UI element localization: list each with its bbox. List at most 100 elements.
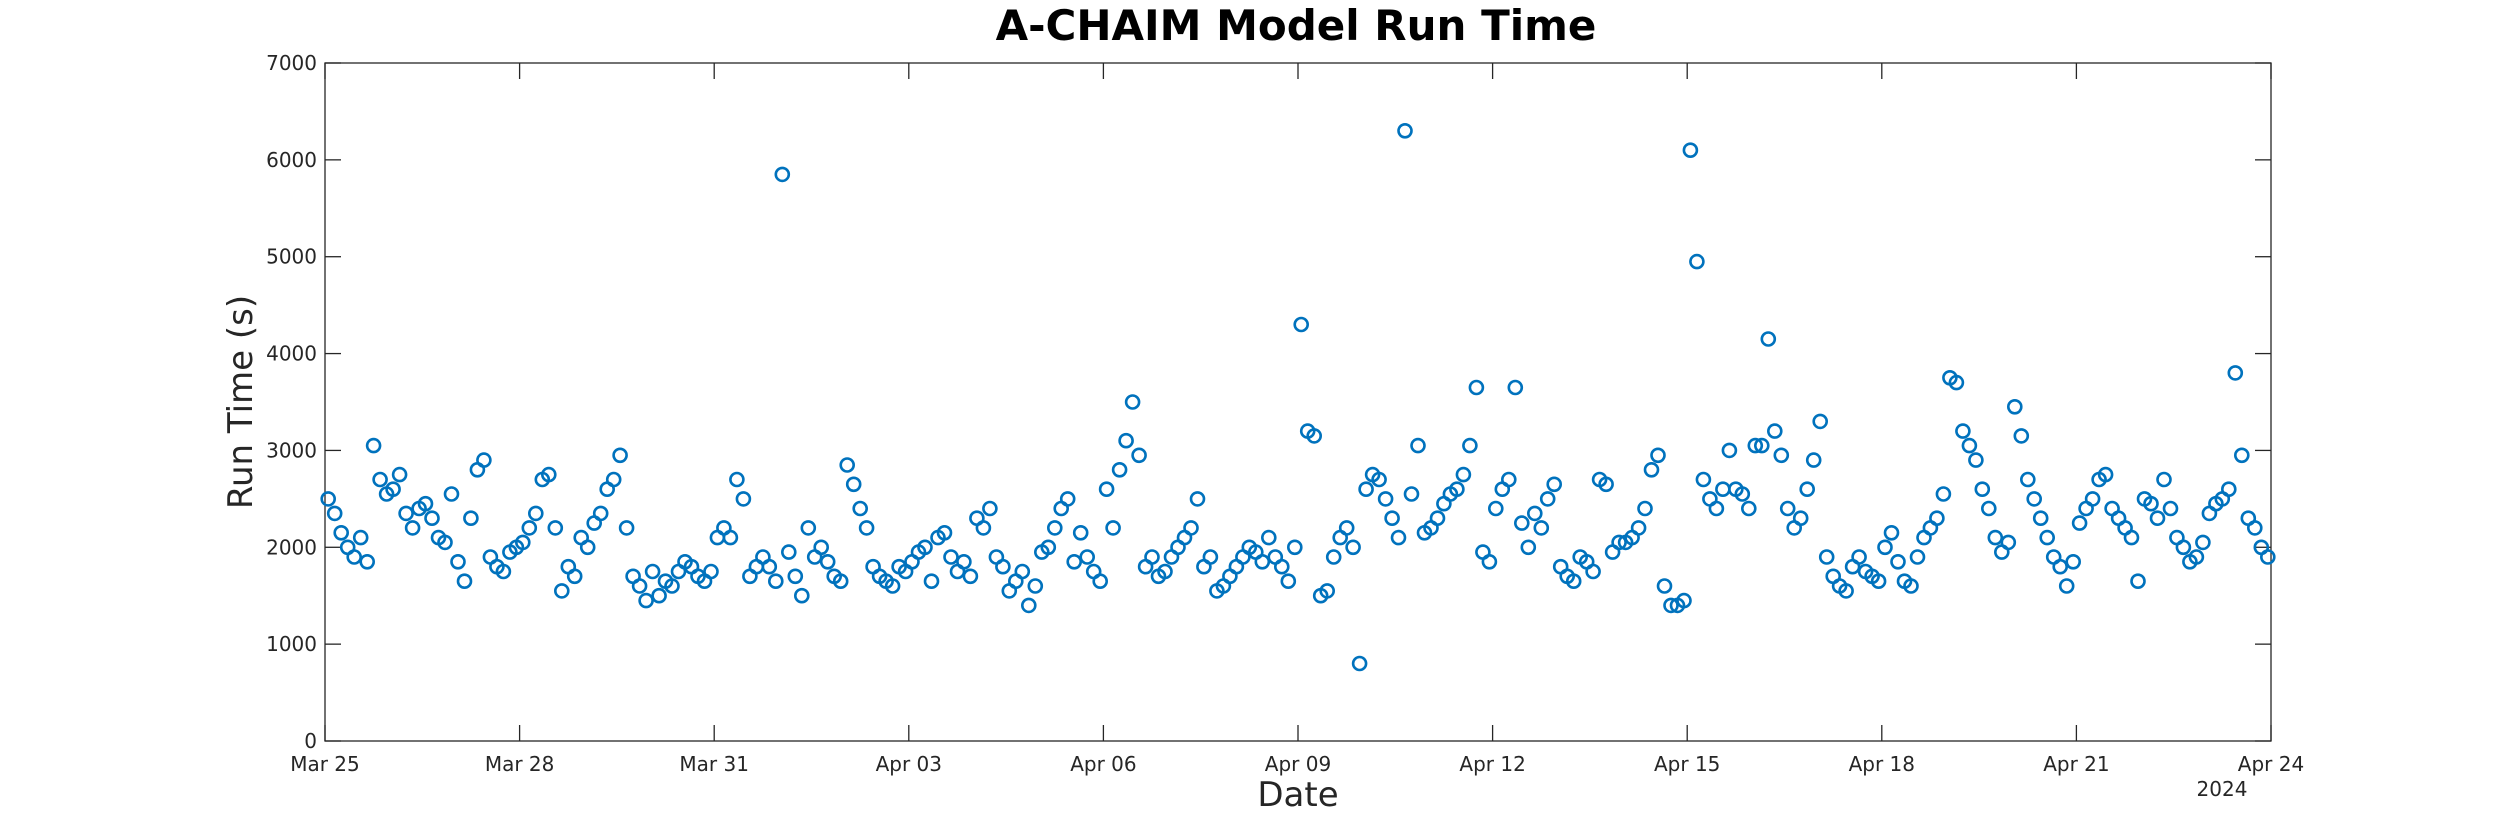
data-point [2123,529,2140,546]
data-point [2065,553,2081,570]
data-point [1403,486,1420,502]
data-point [2013,428,2030,444]
y-tick-label: 1000 [266,632,317,656]
data-point [605,471,622,488]
data-point [385,481,401,498]
data-point [476,452,492,468]
data-point [1455,466,1472,483]
data-point [1254,553,1271,570]
y-tick-label: 6000 [266,148,317,172]
y-tick-label: 4000 [266,342,317,366]
data-point [1338,520,1355,536]
data-point [1929,510,1945,527]
data-point [1449,481,1465,498]
y-tick-label: 0 [304,729,317,753]
data-point [1021,597,1037,614]
data-point [2007,398,2023,415]
data-point [2234,447,2250,464]
data-point [2260,549,2276,565]
y-tick-label: 5000 [266,245,317,269]
data-point [1098,481,1115,498]
data-point [1429,510,1446,527]
data-point [1760,331,1777,347]
data-point [1183,520,1199,536]
data-point [651,587,667,604]
data-point [1877,539,1893,556]
data-point [703,563,719,580]
data-point [1488,500,1504,517]
data-point [917,539,933,556]
data-point [1384,510,1400,527]
x-tick-label: Apr 03 [876,752,942,776]
data-point [1585,563,1601,580]
data-point [1520,539,1537,556]
data-point [1637,500,1653,517]
data-point [2084,491,2101,507]
data-point [527,505,544,522]
data-point [1734,486,1751,502]
data-point [450,553,466,570]
data-point [975,520,992,536]
chart-title: A-CHAIM Model Run Time [996,1,1597,50]
data-point [1124,394,1141,410]
data-point [1747,437,1764,454]
x-tick-label: Apr 24 [2238,752,2304,776]
data-point [2149,510,2166,527]
data-point [1072,524,1089,541]
data-point [2000,534,2017,551]
data-point [1974,481,1991,498]
data-point [1351,655,1368,672]
data-point [1325,549,1342,565]
data-point [1092,573,1108,590]
data-point [1741,500,1757,517]
data-point [553,583,570,599]
year-label: 2024 [2197,777,2248,801]
data-point [514,534,531,551]
data-point [631,578,648,594]
data-point [800,520,817,536]
data-point [962,568,979,585]
data-point [1754,437,1770,454]
data-point [2052,558,2068,575]
x-tick-label: Apr 15 [1654,752,1720,776]
data-point [956,553,972,570]
data-point [2221,481,2237,498]
data-point [936,524,953,541]
data-point [495,563,512,580]
data-point [359,553,376,570]
data-point [1390,529,1407,546]
data-point [1818,549,1835,565]
data-point [592,505,609,522]
data-point [2026,491,2042,507]
data-point [1598,476,1614,493]
data-point [2058,578,2075,594]
data-point [463,510,479,527]
plot-area [324,62,2272,742]
data-point [1812,413,1828,430]
data-point [2162,500,2179,517]
data-point [2032,510,2049,527]
data-point [1650,447,1666,464]
data-point [352,529,369,546]
data-point [1695,471,1712,488]
data-point [1131,447,1147,464]
data-point [1377,491,1394,507]
data-point [1773,447,1790,464]
data-point [1111,461,1128,478]
data-point [1027,578,1044,594]
data-point [391,466,408,483]
data-point [813,539,830,556]
data-point [1105,520,1121,536]
data-point [793,587,810,604]
data-point [2130,573,2146,590]
x-tick-label: Mar 28 [485,752,555,776]
data-point [417,495,434,512]
data-point [1643,461,1660,478]
data-point [2175,539,2192,556]
data-point [1909,549,1926,565]
data-point [1468,379,1485,396]
data-point [1358,481,1374,498]
data-point [1630,520,1647,536]
data-point [1410,437,1426,454]
data-point [1189,491,1206,507]
